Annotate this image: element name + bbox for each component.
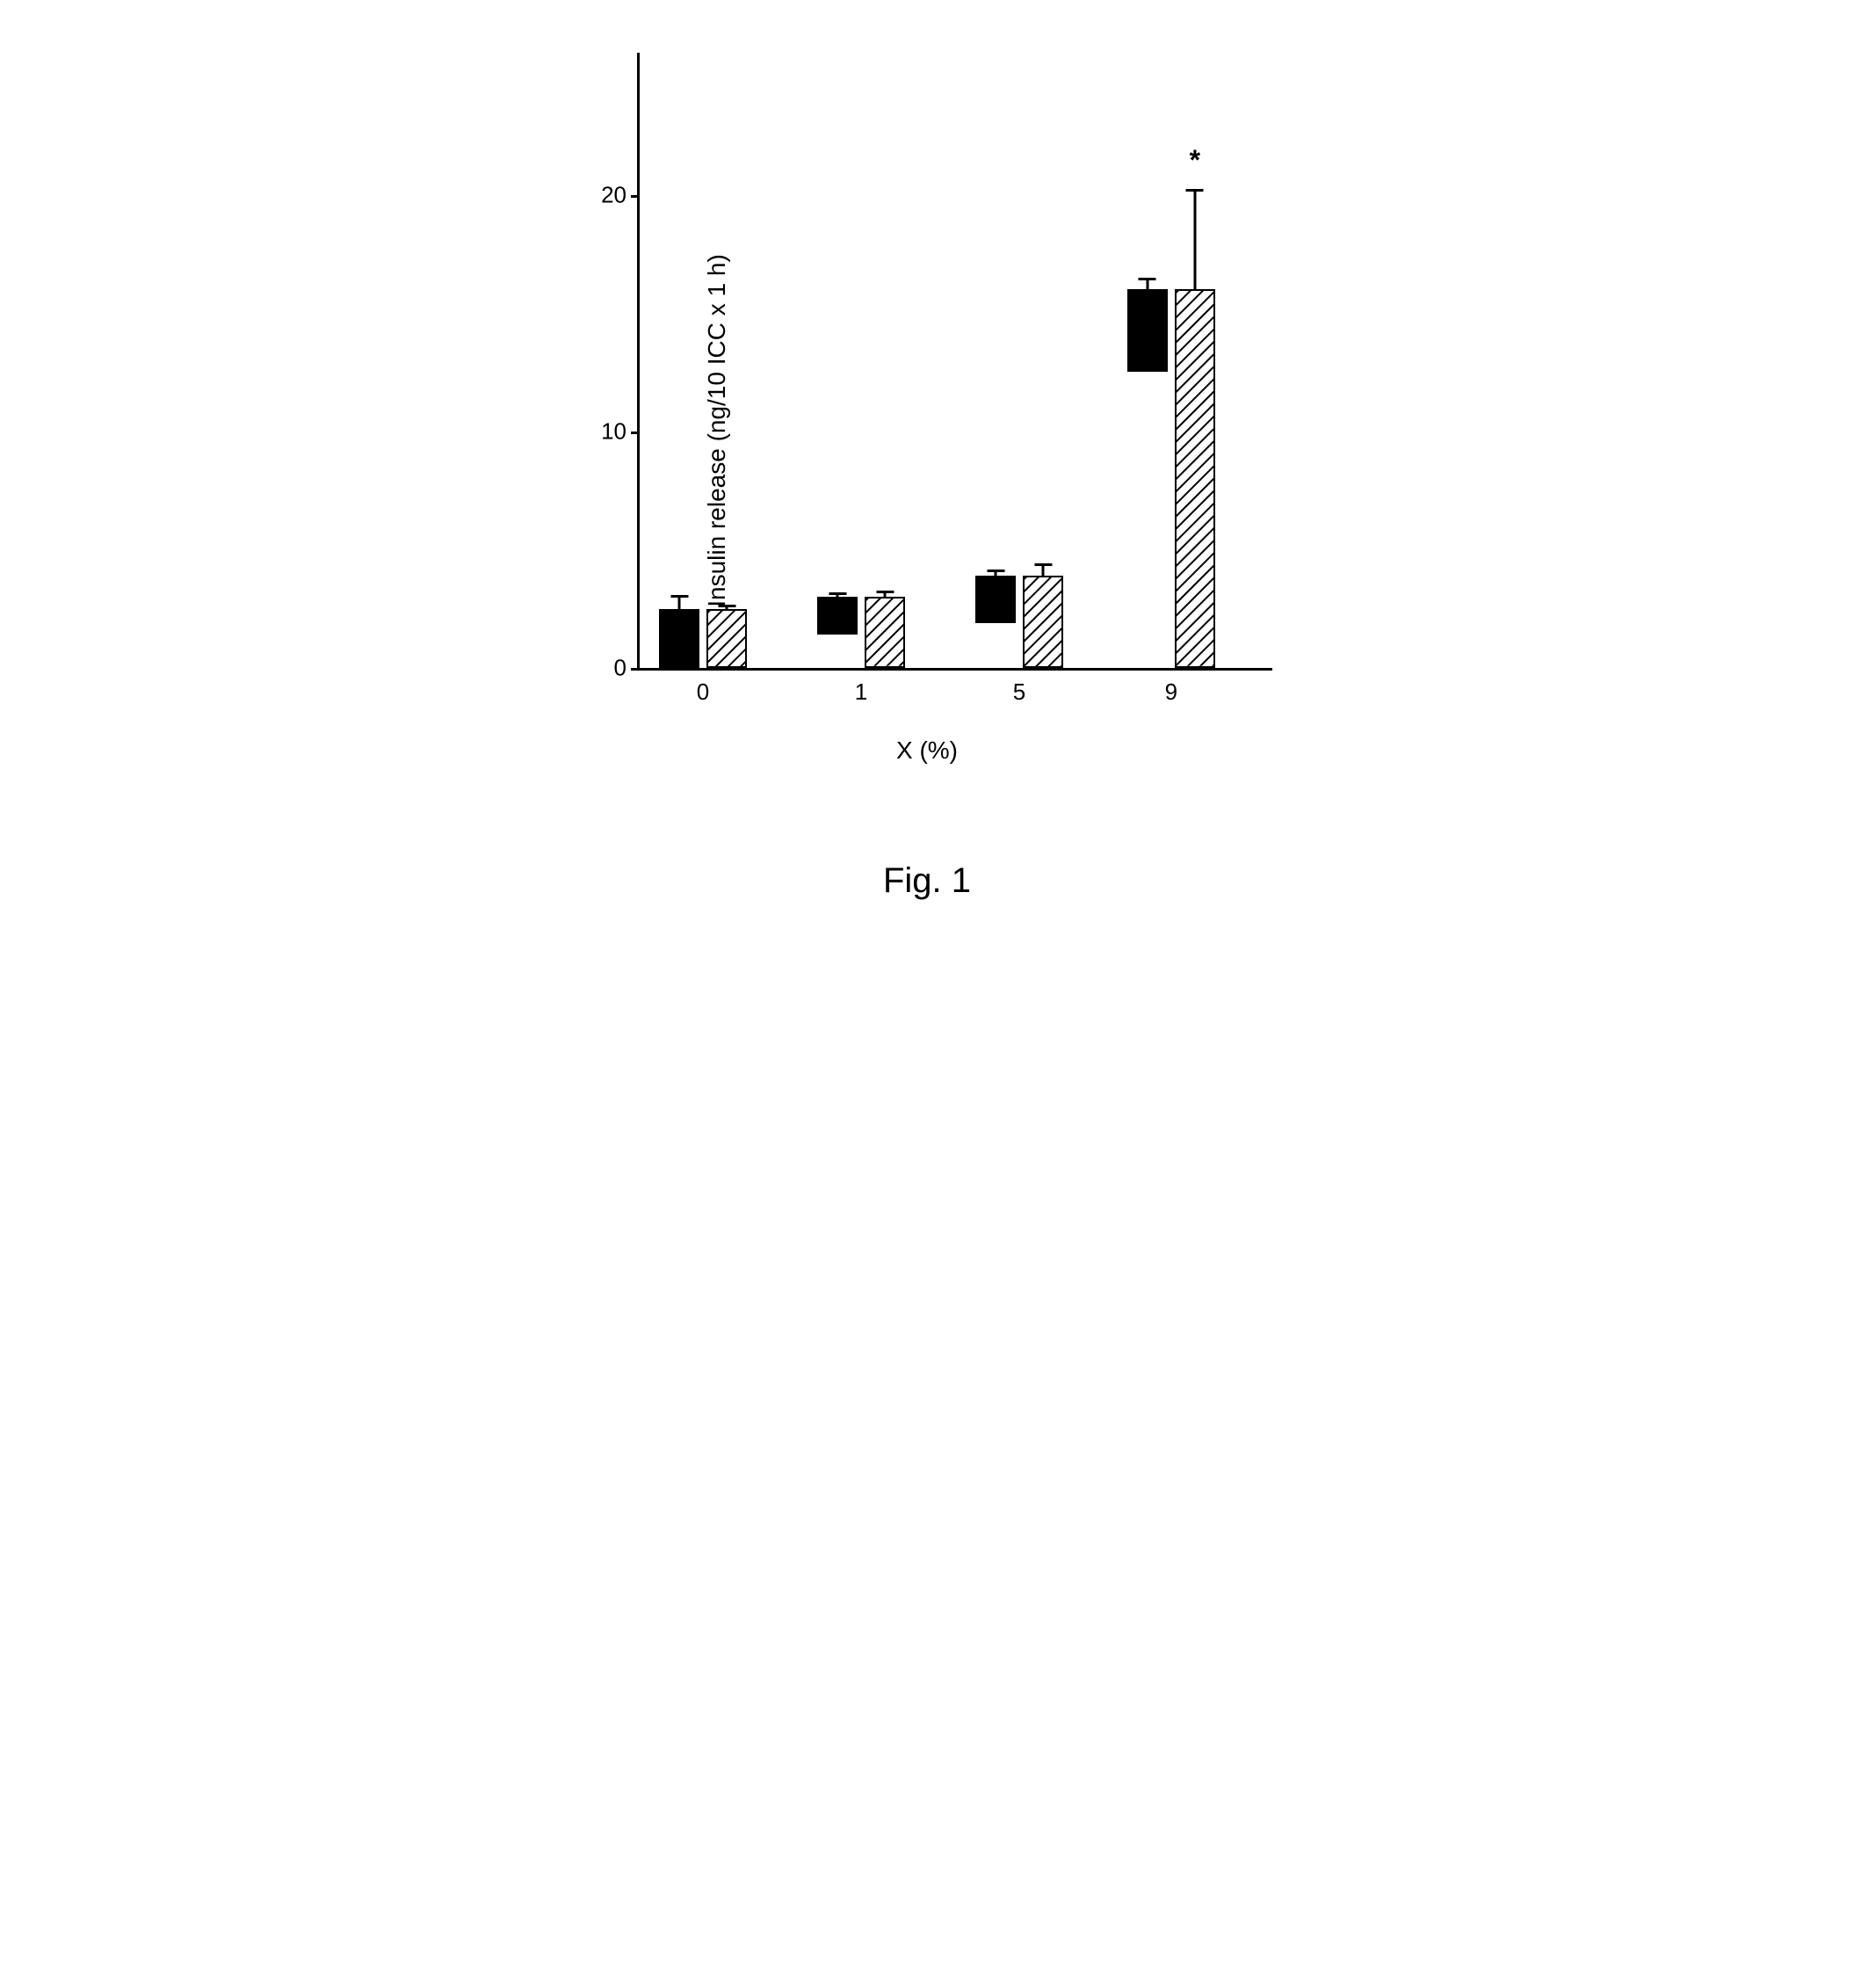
error-cap — [1034, 563, 1052, 566]
bar-group: * — [1127, 289, 1215, 668]
error-cap — [1139, 278, 1156, 280]
y-tick — [631, 432, 640, 434]
y-tick — [631, 668, 640, 671]
bar-group — [659, 609, 747, 668]
error-cap — [876, 591, 894, 593]
x-tick-label: 1 — [855, 678, 867, 706]
error-cap — [718, 605, 735, 607]
error-bar — [884, 591, 887, 599]
error-cap — [829, 592, 846, 595]
x-tick-label: 5 — [1013, 678, 1025, 706]
bar-solid — [1127, 289, 1168, 372]
x-tick-label: 9 — [1165, 678, 1177, 706]
y-tick-label: 20 — [601, 181, 626, 208]
figure-label: Fig. 1 — [35, 861, 1819, 901]
error-bar — [995, 570, 997, 576]
error-cap — [1186, 189, 1204, 192]
y-tick-label: 0 — [614, 655, 626, 682]
bar-group — [817, 597, 905, 668]
bar-group — [975, 576, 1063, 668]
bar-hatched — [706, 609, 747, 668]
bar-hatched — [865, 597, 905, 668]
error-bar — [1042, 563, 1045, 577]
plot-area: 010200159* — [637, 53, 1272, 671]
error-bar — [726, 605, 728, 611]
error-cap — [670, 595, 688, 598]
error-bar — [1193, 189, 1196, 291]
error-bar — [836, 592, 839, 597]
bar-solid — [659, 609, 699, 668]
error-bar — [1146, 278, 1148, 289]
x-axis-label: X (%) — [896, 736, 958, 765]
error-bar — [678, 595, 681, 609]
y-tick — [631, 195, 640, 198]
error-cap — [987, 570, 1004, 572]
bar-hatched — [1023, 576, 1063, 668]
bar-solid — [817, 597, 858, 635]
y-tick-label: 10 — [601, 417, 626, 445]
x-tick-label: 0 — [697, 678, 709, 706]
bar-hatched: * — [1175, 289, 1215, 668]
bar-solid — [975, 576, 1016, 623]
significance-mark: * — [1190, 144, 1200, 177]
chart-container: Insulin release (ng/10 ICC x 1 h) 010200… — [532, 35, 1322, 826]
